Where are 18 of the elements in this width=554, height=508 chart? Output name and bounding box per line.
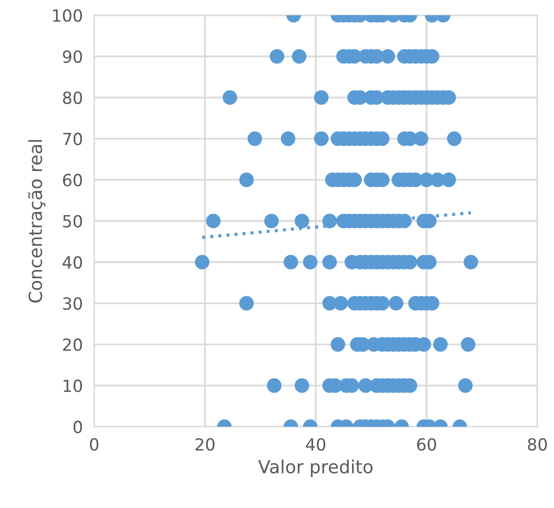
x-tick-label: 80 [528, 438, 547, 451]
y-tick-label: 60 [63, 174, 82, 186]
y-tick-label: 90 [62, 50, 82, 63]
y-tick-label: 40 [62, 256, 82, 269]
y-tick-label: 0 [74, 420, 82, 434]
x-tick-label: 40 [306, 438, 326, 451]
y-tick-label: 10 [64, 380, 82, 392]
y-axis-title: Concentração real [28, 140, 46, 303]
x-tick-label: 0 [90, 438, 98, 451]
x-axis-title: Valor predito [258, 460, 373, 477]
y-tick-label: 30 [63, 297, 82, 310]
y-tick-label: 80 [62, 92, 82, 104]
x-tick-label: 60 [417, 438, 436, 451]
x-tick-label: 20 [196, 438, 214, 451]
y-tick-label: 100 [53, 9, 82, 22]
y-tick-label: 50 [63, 214, 82, 228]
y-tick-label: 70 [63, 132, 82, 146]
y-tick-label: 20 [63, 338, 82, 351]
